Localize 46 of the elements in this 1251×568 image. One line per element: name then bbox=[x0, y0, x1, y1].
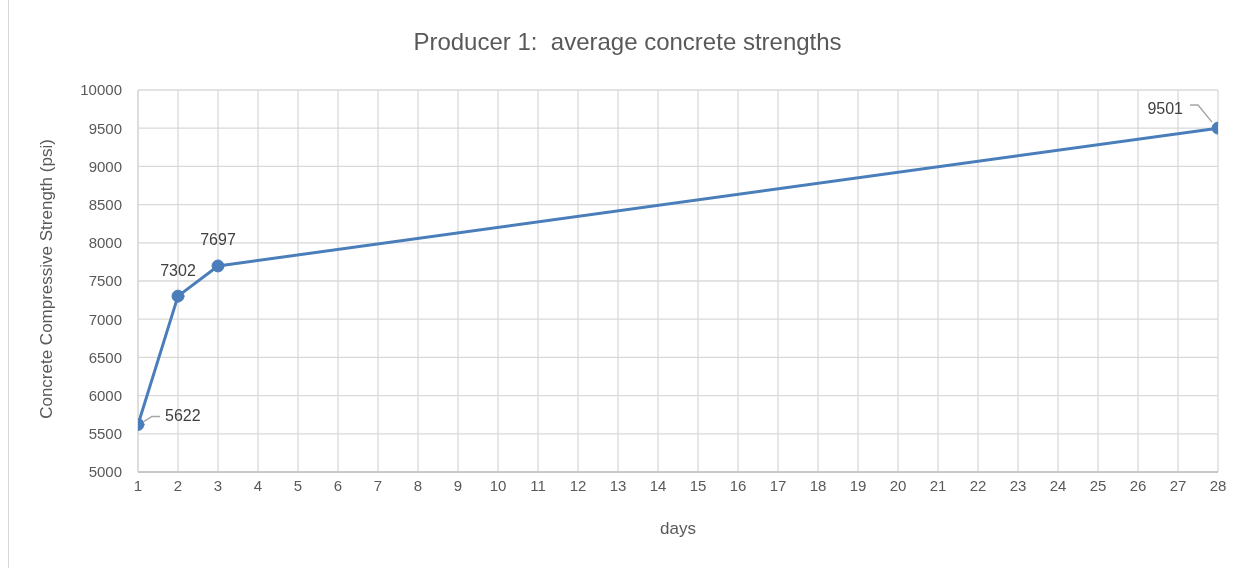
x-tick-label: 8 bbox=[413, 476, 423, 494]
y-tick-label: 5500 bbox=[88, 425, 122, 443]
y-tick-label: 7000 bbox=[88, 310, 122, 328]
x-tick-label: 17 bbox=[769, 476, 787, 494]
y-tick-label: 6000 bbox=[88, 386, 122, 404]
y-tick-label: 5000 bbox=[88, 463, 122, 481]
x-axis-title: days bbox=[659, 519, 697, 539]
x-tick-label: 12 bbox=[569, 476, 587, 494]
x-tick-label: 9 bbox=[453, 476, 463, 494]
x-tick-label: 14 bbox=[649, 476, 667, 494]
data-label: 7302 bbox=[160, 261, 196, 279]
x-tick-label: 18 bbox=[809, 476, 827, 494]
x-tick-label: 11 bbox=[530, 476, 546, 494]
data-label: 9501 bbox=[1147, 99, 1184, 117]
data-label: 7697 bbox=[200, 231, 236, 249]
y-axis-title: Concrete Compressive Strength (psi) bbox=[37, 139, 57, 419]
y-tick-label: 9000 bbox=[88, 157, 122, 175]
x-tick-label: 25 bbox=[1089, 476, 1107, 494]
y-tick-label: 8500 bbox=[88, 195, 122, 213]
x-tick-label: 10 bbox=[489, 476, 507, 494]
x-tick-label: 24 bbox=[1049, 476, 1067, 494]
x-tick-label: 28 bbox=[1209, 476, 1227, 494]
chart-title: Producer 1: average concrete strengths bbox=[412, 28, 843, 56]
data-label: 5622 bbox=[165, 406, 201, 424]
x-tick-label: 20 bbox=[889, 476, 907, 494]
x-tick-label: 5 bbox=[293, 476, 303, 494]
x-tick-label: 16 bbox=[729, 476, 747, 494]
x-tick-label: 15 bbox=[689, 476, 707, 494]
x-tick-label: 4 bbox=[253, 476, 263, 494]
y-tick-label: 10000 bbox=[80, 81, 122, 99]
x-tick-label: 26 bbox=[1129, 476, 1147, 494]
y-tick-label: 6500 bbox=[88, 348, 122, 366]
x-tick-label: 21 bbox=[929, 476, 947, 494]
x-tick-label: 27 bbox=[1169, 476, 1187, 494]
x-tick-label: 22 bbox=[969, 476, 987, 494]
x-tick-label: 2 bbox=[173, 476, 183, 494]
x-tick-label: 13 bbox=[609, 476, 627, 494]
x-tick-label: 3 bbox=[213, 476, 223, 494]
x-tick-label: 1 bbox=[133, 476, 143, 494]
y-tick-label: 8000 bbox=[88, 234, 122, 252]
x-tick-label: 7 bbox=[373, 476, 383, 494]
y-tick-label: 7500 bbox=[88, 272, 122, 290]
y-tick-label: 9500 bbox=[88, 119, 122, 137]
x-tick-label: 19 bbox=[849, 476, 867, 494]
x-tick-label: 23 bbox=[1009, 476, 1027, 494]
x-tick-label: 6 bbox=[333, 476, 343, 494]
